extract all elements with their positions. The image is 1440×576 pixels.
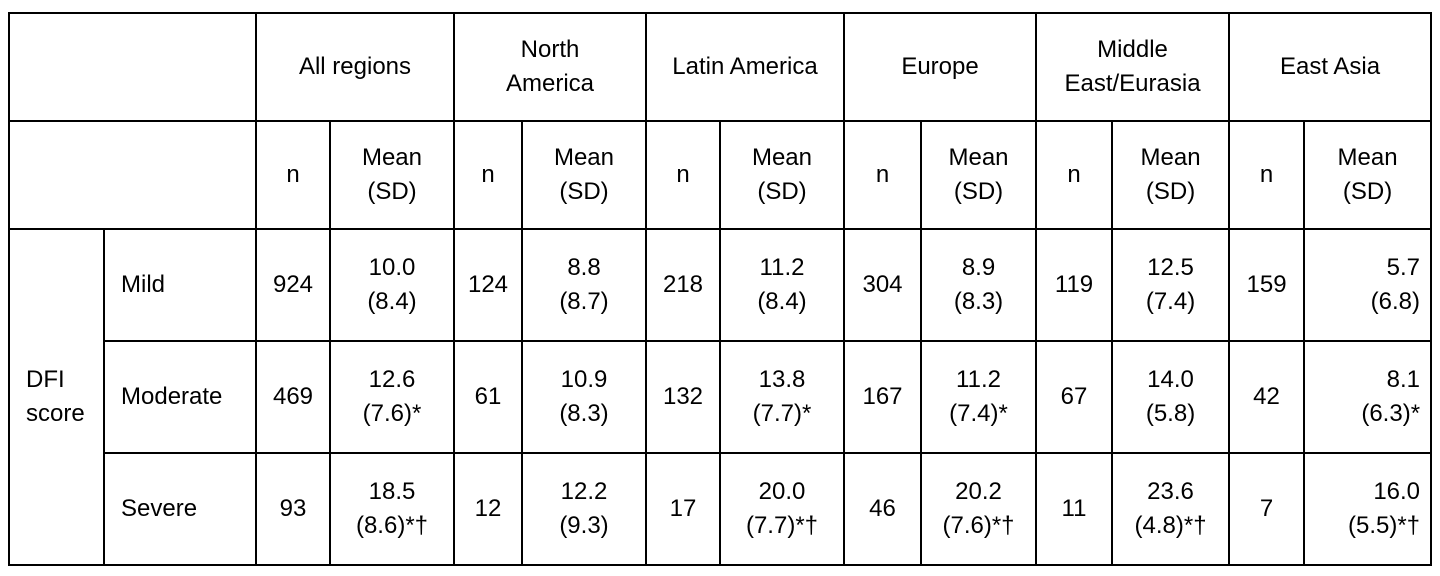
- n-header: n: [645, 120, 721, 230]
- mean-sd-cell: 8.1 (6.3)*: [1303, 340, 1433, 454]
- dfi-score-label: DFI score: [8, 228, 105, 566]
- dfi-score-table: All regions North America Latin America …: [8, 12, 1433, 566]
- table-container: All regions North America Latin America …: [8, 12, 1433, 566]
- mean-sd-header: Mean (SD): [1303, 120, 1433, 230]
- n-header: n: [843, 120, 922, 230]
- n-cell: 304: [843, 228, 922, 342]
- subheader-row: n Mean (SD) n Mean (SD) n Mean (SD) n Mean(…: [8, 120, 1433, 230]
- mean-sd-cell: 8.9 (8.3): [919, 228, 1038, 342]
- mean-sd-cell: 5.7 (6.8): [1303, 228, 1433, 342]
- region-header: East Asia: [1228, 12, 1433, 122]
- n-cell: 61: [453, 340, 523, 454]
- mean-sd-cell: 16.0 (5.5)*†: [1303, 452, 1433, 566]
- n-cell: 11: [1035, 452, 1114, 566]
- empty-corner-cell: [8, 120, 257, 230]
- region-header: Middle East/Eurasia: [1035, 12, 1231, 122]
- n-header: n: [1035, 120, 1114, 230]
- mean-sd-header: Mean (SD): [919, 120, 1038, 230]
- region-header: All regions: [255, 12, 455, 122]
- mean-sd-cell: 14.0 (5.8): [1111, 340, 1231, 454]
- severity-label: Mild: [103, 228, 257, 342]
- n-cell: 17: [645, 452, 721, 566]
- region-name-line2: East/Eurasia: [1064, 70, 1201, 97]
- region-name-line2: America: [505, 70, 595, 97]
- n-cell: 124: [453, 228, 523, 342]
- table-row: Moderate 469 12.6 (7.6)* 61 10.9 (8.3) 132…: [9, 340, 1433, 454]
- n-header: n: [1228, 120, 1306, 230]
- n-cell: 159: [1228, 228, 1306, 342]
- n-cell: 67: [1035, 340, 1114, 454]
- n-cell: 218: [645, 228, 721, 342]
- region-name: Latin America: [672, 53, 818, 81]
- mean-sd-cell: 20.0 (7.7)*†: [719, 452, 845, 566]
- n-cell: 93: [255, 452, 331, 566]
- mean-sd-cell: 8.8 (8.7): [521, 228, 647, 342]
- region-header: Latin America: [645, 12, 845, 122]
- n-cell: 167: [843, 340, 922, 454]
- n-header: n: [453, 120, 523, 230]
- region-name: All regions: [298, 53, 412, 81]
- region-name: North: [520, 36, 580, 64]
- mean-sd-cell: 11.2 (7.4)*: [919, 340, 1038, 454]
- n-cell: 119: [1035, 228, 1114, 342]
- mean-sd-header: Mean (SD): [521, 120, 647, 230]
- mean-sd-header: Mean (SD): [329, 120, 455, 230]
- region-header-row: All regions North America Latin America …: [8, 12, 1433, 122]
- region-name: East Asia: [1280, 53, 1381, 81]
- n-cell: 132: [645, 340, 721, 454]
- n-cell: 12: [453, 452, 523, 566]
- n-cell: 46: [843, 452, 922, 566]
- region-name: Europe: [901, 53, 979, 81]
- region-header: Europe: [842, 12, 1038, 122]
- mean-sd-cell: 12.5 (7.4): [1111, 228, 1231, 342]
- table-row: Severe 93 18.5 (8.6)*† 12 12.2 (9.3) 17 20…: [9, 452, 1433, 566]
- mean-sd-header: Mean (SD): [1111, 120, 1231, 230]
- severity-label: Severe: [103, 452, 257, 566]
- n-cell: 924: [255, 228, 331, 342]
- empty-corner-cell: [8, 12, 257, 122]
- n-cell: 7: [1228, 452, 1306, 566]
- mean-sd-cell: 10.9 (8.3): [521, 340, 647, 454]
- mean-sd-header: Mean (SD): [719, 120, 845, 230]
- mean-sd-cell: 10.0 (8.4): [329, 228, 455, 342]
- region-name: Middle: [1097, 36, 1168, 64]
- table-row: DFI score Mild 924 10.0 (8.4) 124 8.8 (8.7)…: [8, 228, 1433, 566]
- n-cell: 469: [255, 340, 331, 454]
- mean-sd-cell: 23.6 (4.8)*†: [1111, 452, 1231, 566]
- severity-label: Moderate: [103, 340, 257, 454]
- mean-sd-cell: 13.8 (7.7)*: [719, 340, 845, 454]
- mean-sd-cell: 12.2 (9.3): [521, 452, 647, 566]
- region-header: North America: [453, 12, 647, 122]
- mean-sd-cell: 18.5 (8.6)*†: [329, 452, 455, 566]
- n-cell: 42: [1228, 340, 1306, 454]
- mean-sd-cell: 20.2 (7.6)*†: [919, 452, 1038, 566]
- mean-sd-cell: 11.2 (8.4): [719, 228, 845, 342]
- n-header: n: [255, 120, 331, 230]
- mean-sd-cell: 12.6 (7.6)*: [329, 340, 455, 454]
